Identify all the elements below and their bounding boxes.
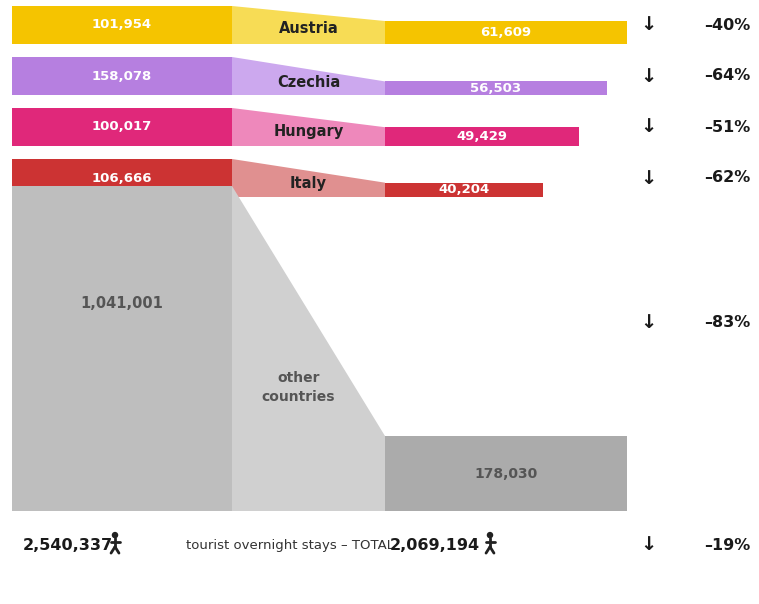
Bar bbox=[12, 57, 232, 95]
Text: 101,954: 101,954 bbox=[92, 19, 152, 31]
Circle shape bbox=[112, 532, 118, 538]
Text: ↓: ↓ bbox=[640, 536, 657, 554]
Text: ↓: ↓ bbox=[640, 313, 657, 332]
Text: –40%: –40% bbox=[704, 18, 750, 33]
Text: –19%: –19% bbox=[704, 538, 750, 553]
Text: 49,429: 49,429 bbox=[457, 130, 508, 143]
Text: –51%: –51% bbox=[704, 120, 750, 135]
Text: ↓: ↓ bbox=[640, 169, 657, 187]
Text: –62%: –62% bbox=[704, 170, 750, 185]
Bar bbox=[12, 186, 232, 511]
Text: 61,609: 61,609 bbox=[480, 26, 531, 39]
Polygon shape bbox=[232, 57, 385, 95]
Bar bbox=[385, 82, 607, 95]
Text: Hungary: Hungary bbox=[273, 124, 344, 140]
Text: 106,666: 106,666 bbox=[92, 172, 153, 184]
Polygon shape bbox=[232, 6, 385, 44]
Bar bbox=[385, 21, 627, 44]
Bar bbox=[385, 127, 579, 146]
Bar bbox=[12, 159, 232, 197]
Text: Czechia: Czechia bbox=[277, 75, 340, 89]
Text: –83%: –83% bbox=[704, 315, 750, 330]
Text: 1,041,001: 1,041,001 bbox=[80, 295, 163, 310]
Bar bbox=[385, 436, 627, 511]
Text: 40,204: 40,204 bbox=[439, 184, 490, 196]
Text: tourist overnight stays – TOTAL: tourist overnight stays – TOTAL bbox=[186, 539, 394, 551]
Text: 56,503: 56,503 bbox=[471, 82, 521, 95]
Text: Austria: Austria bbox=[279, 21, 339, 36]
Bar bbox=[12, 6, 232, 44]
Bar bbox=[385, 182, 543, 197]
Text: –64%: –64% bbox=[704, 68, 750, 83]
Polygon shape bbox=[232, 159, 385, 197]
Bar bbox=[12, 108, 232, 146]
Text: 2,069,194: 2,069,194 bbox=[390, 538, 480, 553]
Circle shape bbox=[487, 532, 493, 538]
Text: ↓: ↓ bbox=[640, 66, 657, 86]
Text: Italy: Italy bbox=[290, 176, 327, 191]
Text: 2,540,337: 2,540,337 bbox=[23, 538, 113, 553]
Text: ↓: ↓ bbox=[640, 16, 657, 34]
Polygon shape bbox=[232, 186, 385, 511]
Text: ↓: ↓ bbox=[640, 118, 657, 137]
Text: 178,030: 178,030 bbox=[474, 466, 537, 481]
Text: other
countries: other countries bbox=[262, 371, 335, 404]
Text: 158,078: 158,078 bbox=[92, 69, 152, 83]
Text: 100,017: 100,017 bbox=[92, 121, 152, 133]
Polygon shape bbox=[232, 108, 385, 146]
